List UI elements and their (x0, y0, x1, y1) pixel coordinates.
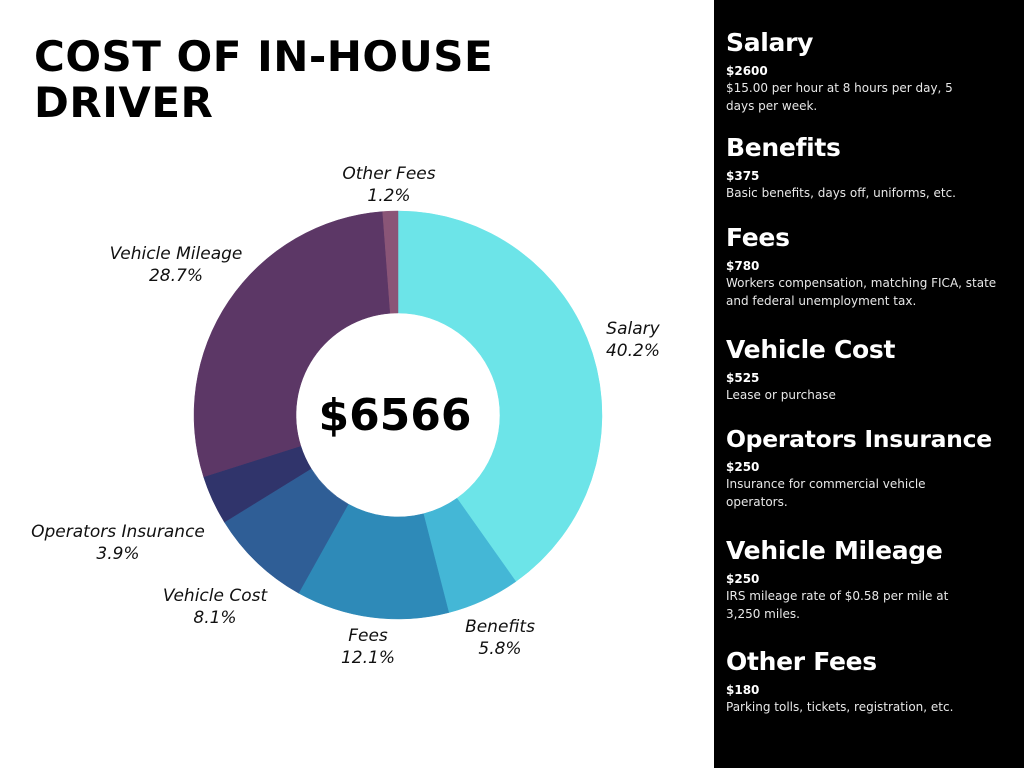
item-amount: $180 (726, 683, 760, 697)
slice-label-name: Fees (348, 626, 388, 646)
item-heading: Vehicle Mileage (726, 536, 943, 565)
item-amount: $2600 (726, 64, 768, 78)
slice-label-value: 3.9% (96, 544, 139, 564)
item-description: Insurance for commercial vehicle operato… (726, 477, 926, 509)
item-amount: $780 (726, 259, 760, 273)
item-heading: Vehicle Cost (726, 335, 896, 364)
slice-label-name: Operators Insurance (31, 522, 205, 542)
item-amount: $525 (726, 371, 760, 385)
slice-label-value: 40.2% (606, 341, 660, 361)
item-description: Workers compensation, matching FICA, sta… (726, 276, 997, 308)
slice-label-value: 12.1% (341, 648, 395, 668)
item-heading: Operators Insurance (726, 425, 992, 453)
slice-label-value: 1.2% (367, 186, 410, 206)
slice-label-name: Other Fees (342, 164, 435, 184)
sidebar-item-other-fees: Other Fees $180 Parking tolls, tickets, … (726, 647, 1018, 716)
sidebar-item-salary: Salary $2600 $15.00 per hour at 8 hours … (726, 28, 1018, 115)
item-heading: Benefits (726, 133, 841, 162)
item-heading: Salary (726, 28, 814, 57)
item-amount: $250 (726, 460, 760, 474)
item-description: Parking tolls, tickets, registration, et… (726, 700, 954, 714)
item-heading: Fees (726, 223, 790, 252)
item-description: IRS mileage rate of $0.58 per mile at 3,… (726, 589, 949, 621)
slice-label-value: 8.1% (193, 608, 236, 628)
slice-label-name: Vehicle Cost (163, 586, 269, 606)
slice-label-name: Salary (606, 319, 660, 339)
item-heading: Other Fees (726, 647, 877, 676)
sidebar: Salary $2600 $15.00 per hour at 8 hours … (714, 0, 1024, 768)
item-amount: $250 (726, 572, 760, 586)
sidebar-item-vehicle-cost: Vehicle Cost $525 Lease or purchase (726, 335, 1018, 404)
item-description: $15.00 per hour at 8 hours per day, 5 da… (726, 81, 953, 113)
sidebar-item-operators-insurance: Operators Insurance $250 Insurance for c… (726, 424, 1018, 511)
slice-label-name: Benefits (465, 617, 535, 637)
slice-vehicle-mileage (193, 211, 391, 478)
slice-label-name: Vehicle Mileage (110, 244, 243, 264)
slice-other-fees (382, 210, 399, 314)
item-description: Lease or purchase (726, 388, 836, 402)
slices-group (193, 210, 603, 620)
slice-salary (397, 210, 603, 582)
sidebar-item-vehicle-mileage: Vehicle Mileage $250 IRS mileage rate of… (726, 536, 1018, 623)
item-description: Basic benefits, days off, uniforms, etc. (726, 186, 956, 200)
slice-label-value: 5.8% (478, 639, 521, 659)
sidebar-item-fees: Fees $780 Workers compensation, matching… (726, 223, 1018, 310)
item-amount: $375 (726, 169, 760, 183)
page-title: COST OF IN-HOUSE DRIVER (34, 32, 494, 127)
slice-label-value: 28.7% (149, 266, 203, 286)
center-total: $6566 (318, 390, 471, 441)
sidebar-item-benefits: Benefits $375 Basic benefits, days off, … (726, 133, 1018, 202)
